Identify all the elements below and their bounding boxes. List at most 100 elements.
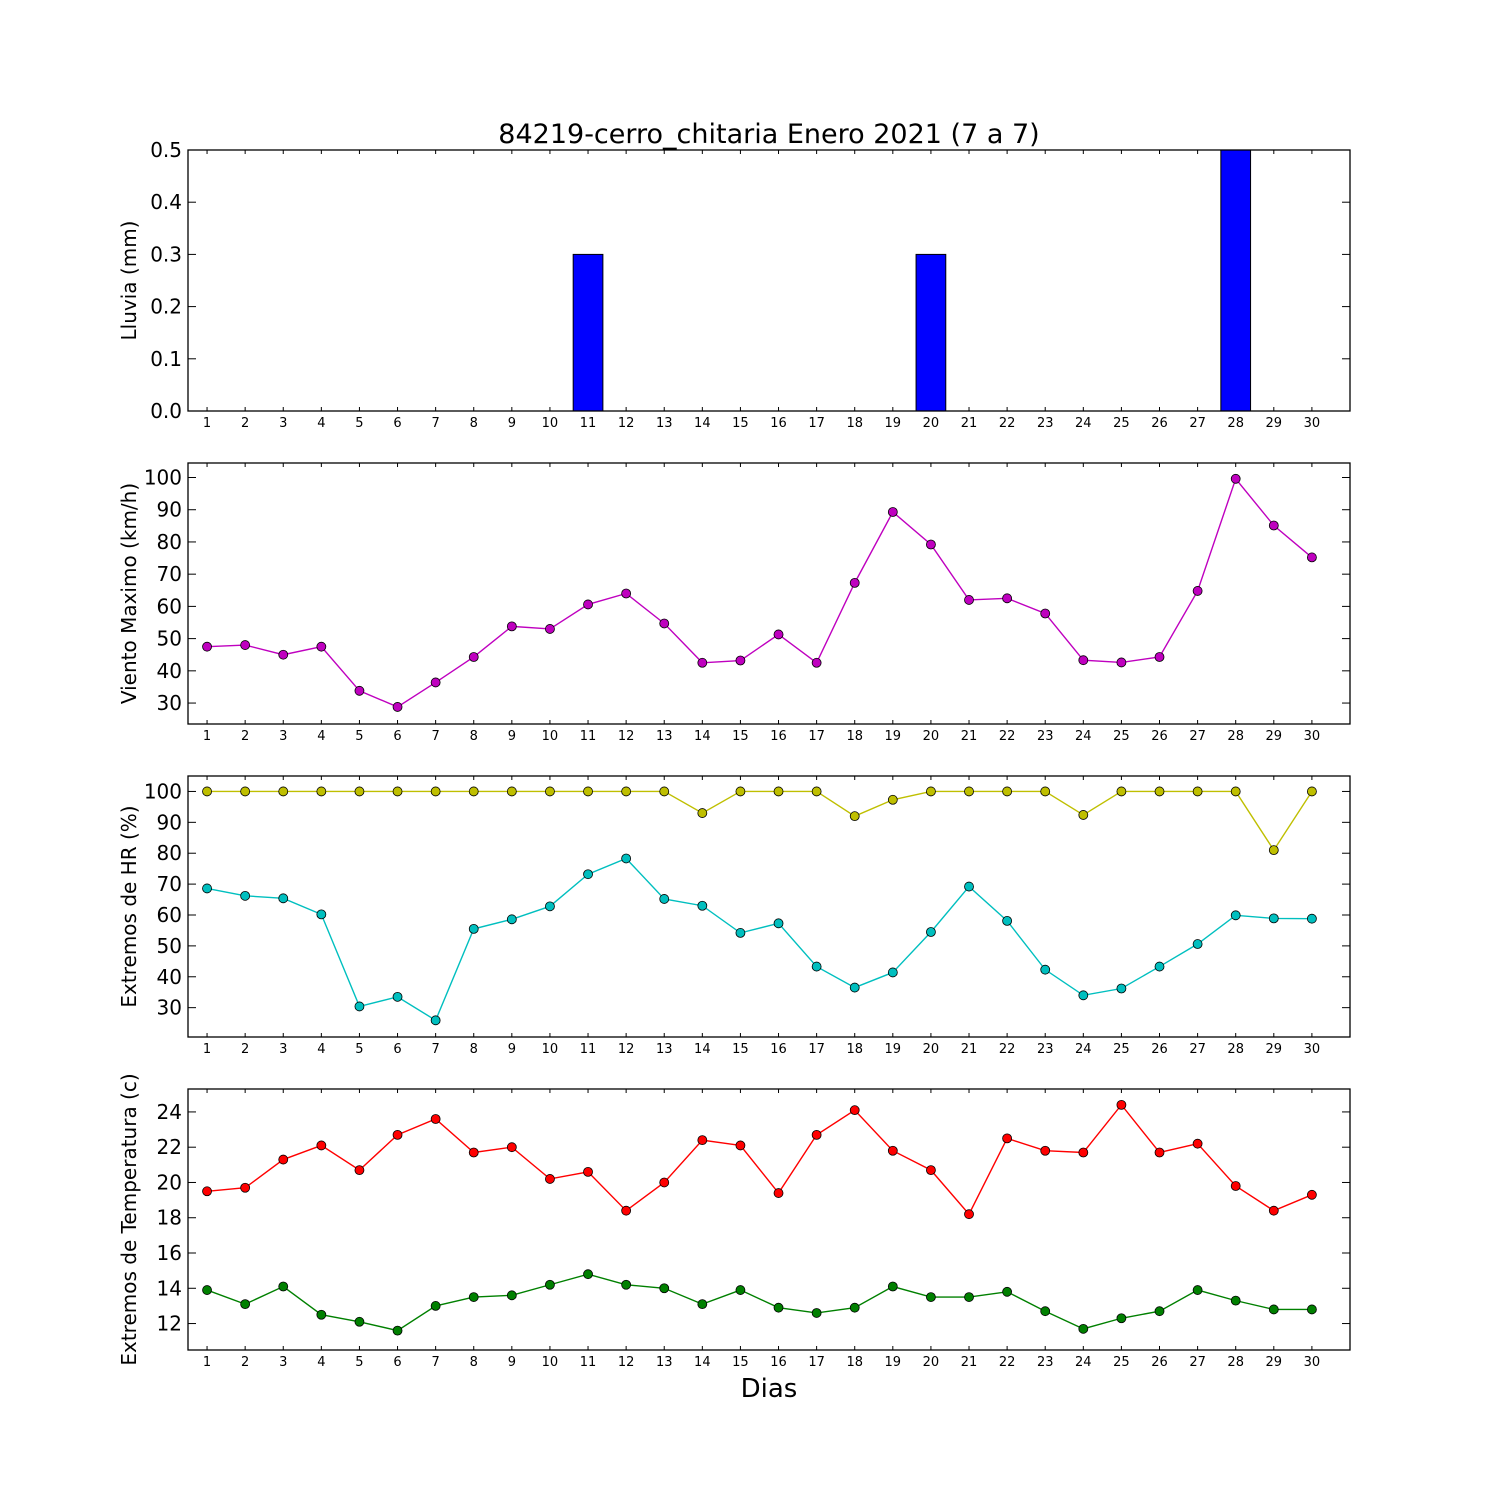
data-point	[1268, 1205, 1279, 1216]
x-tick-label: 3	[279, 416, 287, 431]
bar	[915, 253, 947, 412]
data-point	[583, 599, 593, 610]
x-tick-label: 19	[885, 1355, 902, 1370]
data-point	[773, 786, 784, 797]
y-tick-label: 40	[157, 659, 182, 683]
x-tick-label: 17	[808, 416, 825, 431]
x-tick-label: 27	[1189, 729, 1206, 744]
x-tick-label: 6	[393, 1042, 401, 1057]
data-point	[545, 1279, 555, 1290]
data-point	[316, 1140, 327, 1151]
y-tick-label: 0.2	[150, 295, 182, 319]
x-tick-label: 29	[1266, 416, 1283, 431]
data-point	[430, 786, 441, 797]
data-point	[621, 1279, 632, 1290]
data-point	[583, 869, 593, 880]
data-point	[926, 786, 936, 797]
y-axis-label: Lluvia (mm)	[117, 221, 141, 341]
data-point	[316, 909, 327, 920]
data-point	[545, 1174, 555, 1184]
bar	[572, 253, 604, 412]
data-point	[392, 786, 403, 797]
y-tick-label: 14	[157, 1276, 182, 1300]
data-point	[1230, 1181, 1241, 1191]
data-point	[392, 1325, 403, 1336]
series-line-1	[207, 477, 1313, 708]
y-tick-label: 0.0	[150, 399, 182, 423]
data-point	[1192, 939, 1203, 949]
x-tick-label: 17	[808, 1042, 825, 1057]
data-point	[849, 577, 860, 588]
x-tick-label: 11	[580, 729, 597, 744]
x-tick-label: 2	[241, 1355, 249, 1370]
y-tick-label: 40	[157, 965, 182, 989]
data-point	[773, 629, 784, 640]
x-tick-label: 23	[1037, 729, 1054, 744]
x-tick-label: 30	[1304, 416, 1321, 431]
y-tick-label: 24	[157, 1100, 182, 1124]
data-point	[278, 1154, 289, 1165]
x-tick-label: 26	[1151, 729, 1168, 744]
chart-panels: 0.00.10.20.30.40.51 2 3 4 5 6 7 8 9 10 11 12 13 14 15 1…	[117, 138, 1351, 1370]
data-point	[964, 595, 974, 605]
data-point	[621, 853, 632, 864]
x-tick-label: 6	[393, 416, 401, 431]
data-point	[1116, 786, 1127, 797]
x-tick-label: 13	[656, 1355, 673, 1370]
x-tick-label: 15	[732, 1355, 749, 1370]
x-tick-label: 28	[1227, 1042, 1244, 1057]
x-tick-label: 1	[203, 729, 211, 744]
x-tick-label: 14	[694, 416, 711, 431]
data-point	[202, 883, 212, 894]
data-point	[545, 624, 555, 634]
x-tick-label: 16	[770, 416, 787, 431]
y-axis-label: Extremos de HR (%)	[117, 805, 141, 1007]
y-tick-label: 0.5	[150, 138, 182, 162]
x-tick-label: 28	[1227, 416, 1244, 431]
data-point	[811, 961, 822, 972]
series-line-2	[206, 1273, 1312, 1332]
data-point	[1116, 1313, 1127, 1324]
data-point	[202, 641, 212, 652]
y-tick-label: 100	[144, 466, 182, 490]
x-tick-label: 30	[1304, 1042, 1321, 1057]
x-tick-label: 24	[1075, 729, 1092, 744]
data-point	[926, 539, 936, 550]
data-point	[506, 786, 517, 797]
x-tick-label: 21	[961, 1355, 978, 1370]
x-tick-label: 18	[846, 416, 863, 431]
x-tick-label: 8	[470, 1042, 478, 1057]
x-tick-label: 8	[470, 416, 478, 431]
x-tick-label: 7	[431, 416, 439, 431]
x-tick-label: 12	[618, 729, 635, 744]
data-point	[1307, 1304, 1317, 1315]
x-tick-label: 24	[1075, 416, 1092, 431]
x-tick-label: 4	[317, 1042, 325, 1057]
x-tick-label: 15	[732, 416, 749, 431]
data-point	[468, 1147, 479, 1158]
data-point	[316, 1309, 327, 1320]
x-tick-label: 22	[999, 1355, 1016, 1370]
data-point	[278, 649, 289, 660]
data-point	[1078, 655, 1089, 666]
data-point	[392, 1129, 403, 1140]
x-tick-label: 14	[694, 1042, 711, 1057]
y-tick-label: 70	[157, 562, 182, 586]
data-point	[849, 982, 860, 993]
x-tick-label: 6	[393, 729, 401, 744]
x-tick-label: 20	[923, 729, 940, 744]
x-tick-label: 13	[656, 1042, 673, 1057]
data-point	[697, 1299, 708, 1310]
data-point	[1307, 552, 1317, 563]
data-point	[773, 918, 784, 929]
data-point	[1002, 1286, 1013, 1297]
x-tick-label: 3	[279, 1355, 287, 1370]
data-point	[392, 702, 403, 712]
x-tick-label: 18	[846, 729, 863, 744]
x-axis-label: Dias	[741, 1374, 798, 1404]
data-point	[1192, 786, 1203, 797]
x-tick-label: 17	[808, 1355, 825, 1370]
x-tick-label: 24	[1075, 1042, 1092, 1057]
data-point	[1154, 652, 1165, 662]
x-tick-label: 23	[1037, 1042, 1054, 1057]
